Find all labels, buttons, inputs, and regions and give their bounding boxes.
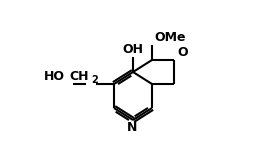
Text: 2: 2 — [91, 75, 98, 85]
Text: OH: OH — [122, 43, 144, 56]
Text: O: O — [177, 46, 188, 59]
Text: OMe: OMe — [154, 31, 186, 44]
Text: CH: CH — [69, 70, 89, 83]
Text: N: N — [127, 121, 137, 134]
Text: HO: HO — [44, 70, 65, 83]
